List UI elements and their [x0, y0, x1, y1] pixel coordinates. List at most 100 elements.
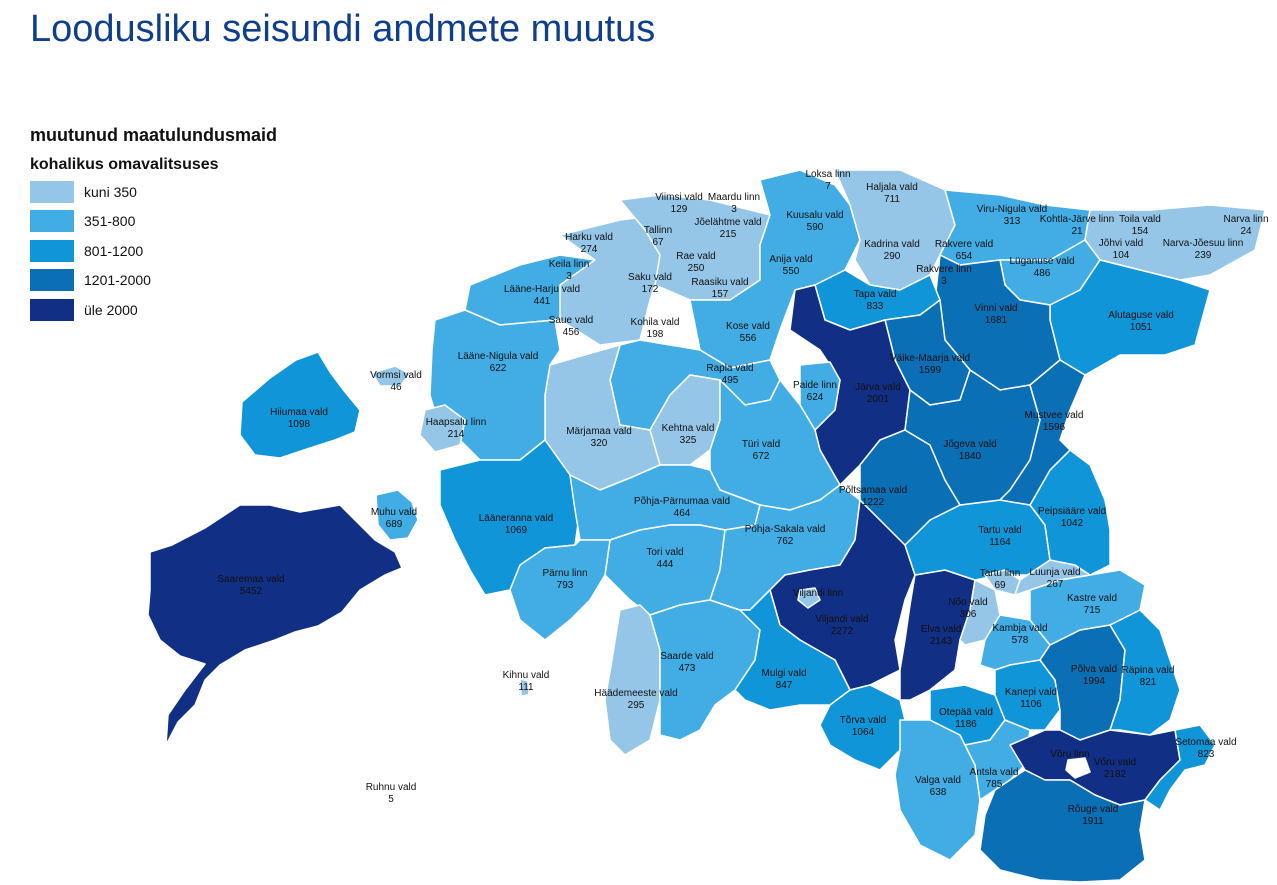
municipality-name-otepää-vald: Otepää vald: [939, 707, 993, 718]
municipality-name-ruhnu-vald: Ruhnu vald: [366, 782, 417, 793]
municipality-name-tartu-linn: Tartu linn: [980, 568, 1021, 579]
region-saarde[interactable]: [649, 599, 761, 741]
region-kanepi[interactable]: [994, 659, 1061, 731]
municipality-name-muhu-vald: Muhu vald: [371, 507, 417, 518]
municipality-name-kose-vald: Kose vald: [726, 321, 770, 332]
municipality-name-mulgi-vald: Mulgi vald: [761, 668, 806, 679]
municipality-value-maardu-linn: 3: [731, 204, 737, 215]
municipality-value-türi-vald: 672: [753, 451, 770, 462]
municipality-value-tori-vald: 444: [657, 559, 674, 570]
municipality-value-põlva-vald: 1994: [1083, 676, 1106, 687]
legend-label: kuni 350: [84, 183, 137, 200]
region-setomaa[interactable]: [1144, 724, 1216, 811]
municipality-value-jõhvi-vald: 104: [1113, 250, 1130, 261]
municipality-name-vormsi-vald: Vormsi vald: [370, 370, 422, 381]
municipality-value-rakvere-vald: 654: [956, 251, 973, 262]
municipality-name-võru-linn: Võru linn: [1050, 749, 1089, 760]
legend-label: 801-1200: [84, 242, 144, 259]
municipality-name-kohila-vald: Kohila vald: [631, 317, 680, 328]
municipality-name-järva-vald: Järva vald: [855, 382, 901, 393]
region-rouge[interactable]: [979, 769, 1146, 883]
municipality-value-kohtla-järve-linn: 21: [1071, 226, 1083, 237]
municipality-value-saaremaa-vald: 5452: [240, 586, 263, 597]
municipality-name-vinni-vald: Vinni vald: [974, 303, 1017, 314]
municipality-name-elva-vald: Elva vald: [921, 624, 962, 635]
region-kuusalu-anija-kose[interactable]: [689, 169, 861, 369]
municipality-name-kanepi-vald: Kanepi vald: [1005, 687, 1057, 698]
region-haapsalu[interactable]: [419, 404, 466, 453]
municipality-value-setomaa-vald: 823: [1198, 749, 1215, 760]
municipality-value-viimsi-vald: 129: [671, 204, 688, 215]
legend-label: 351-800: [84, 213, 136, 230]
municipality-name-harku-vald: Harku vald: [565, 232, 613, 243]
municipality-value-jõgeva-vald: 1840: [959, 451, 982, 462]
municipality-value-lääneranna-vald: 1069: [505, 525, 528, 536]
municipality-value-vinni-vald: 1681: [985, 315, 1008, 326]
municipality-name-rapla-vald: Rapla vald: [706, 363, 753, 374]
region-parnu-linn[interactable]: [509, 539, 611, 641]
municipality-value-kadrina-vald: 290: [884, 251, 901, 262]
municipality-name-tapa-vald: Tapa vald: [854, 289, 897, 300]
municipality-name-paide-linn: Paide linn: [793, 380, 837, 391]
region-vormsi[interactable]: [371, 365, 411, 387]
municipality-name-põltsamaa-vald: Põltsamaa vald: [839, 485, 907, 496]
region-voru-linn[interactable]: [1065, 757, 1091, 779]
municipality-value-kihnu-vald: 111: [518, 682, 534, 693]
municipality-value-saku-vald: 172: [642, 284, 659, 295]
municipality-name-keila-linn: Keila linn: [549, 259, 590, 270]
municipality-name-antsla-vald: Antsla vald: [970, 767, 1019, 778]
municipality-name-rakvere-linn: Rakvere linn: [916, 264, 972, 275]
legend-label: üle 2000: [84, 301, 138, 318]
region-viljandi-linn[interactable]: [797, 587, 821, 609]
municipality-name-peipsiääre-vald: Peipsiääre vald: [1038, 506, 1106, 517]
municipality-value-valga-vald: 638: [930, 787, 947, 798]
municipality-name-narva-linn: Narva linn: [1223, 214, 1268, 225]
legend-swatch: [30, 210, 74, 233]
municipality-name-luunja-vald: Luunja vald: [1029, 567, 1080, 578]
municipality-name-viljandi-vald: Viljandi vald: [815, 614, 868, 625]
legend-swatch: [30, 239, 74, 262]
map-regions: [147, 169, 1266, 883]
municipality-name-lüganuse-vald: Lüganuse vald: [1009, 256, 1074, 267]
municipality-name-lääne-harju-vald: Lääne-Harju vald: [504, 284, 580, 295]
region-rapina[interactable]: [1109, 609, 1181, 736]
municipality-value-vormsi-vald: 46: [390, 382, 402, 393]
municipality-name-türi-vald: Türi vald: [742, 439, 780, 450]
municipality-value-rapla-vald: 495: [722, 375, 739, 386]
municipality-name-jõelähtme-vald: Jõelähtme vald: [694, 217, 761, 228]
municipality-name-põhja-pärnumaa-vald: Põhja-Pärnumaa vald: [634, 496, 730, 507]
municipality-value-rae-vald: 250: [688, 263, 705, 274]
municipality-value-haapsalu-linn: 214: [448, 429, 465, 440]
region-haademeeste[interactable]: [604, 604, 661, 756]
municipality-value-jõelähtme-vald: 215: [720, 229, 737, 240]
municipality-value-rakvere-linn: 3: [941, 276, 947, 287]
municipality-name-narva-jõesuu-linn: Narva-Jõesuu linn: [1163, 238, 1244, 249]
municipality-name-jõgeva-vald: Jõgeva vald: [943, 439, 996, 450]
region-saaremaa[interactable]: [147, 504, 403, 746]
municipality-value-võru-vald: 2182: [1104, 769, 1127, 780]
municipality-name-põhja-sakala-vald: Põhja-Sakala vald: [745, 524, 826, 535]
region-noo[interactable]: [959, 579, 1001, 646]
municipality-name-kuusalu-vald: Kuusalu vald: [786, 210, 843, 221]
municipality-name-rõuge-vald: Rõuge vald: [1068, 804, 1119, 815]
region-antsla[interactable]: [964, 719, 1031, 801]
municipality-value-kuusalu-vald: 590: [807, 222, 824, 233]
municipality-name-lääneranna-vald: Lääneranna vald: [479, 513, 554, 524]
municipality-name-tõrva-vald: Tõrva vald: [840, 715, 887, 726]
municipality-name-viimsi-vald: Viimsi vald: [655, 192, 703, 203]
region-hiiumaa[interactable]: [239, 351, 361, 459]
municipality-value-lääne-nigula-vald: 622: [490, 363, 507, 374]
municipality-value-alutaguse-vald: 1051: [1130, 322, 1153, 333]
municipality-name-saku-vald: Saku vald: [628, 272, 672, 283]
legend: kuni 350 351-800 801-1200 1201-2000 üle …: [30, 177, 151, 325]
municipality-name-lääne-nigula-vald: Lääne-Nigula vald: [458, 351, 539, 362]
legend-item-class-4: 1201-2000: [30, 266, 151, 296]
region-muhu[interactable]: [375, 489, 419, 541]
region-kihnu[interactable]: [519, 678, 530, 697]
legend-item-class-5: üle 2000: [30, 295, 151, 325]
municipality-name-nõo-vald: Nõo vald: [948, 597, 987, 608]
municipality-value-elva-vald: 2143: [930, 636, 953, 647]
region-mustvee[interactable]: [999, 359, 1086, 506]
